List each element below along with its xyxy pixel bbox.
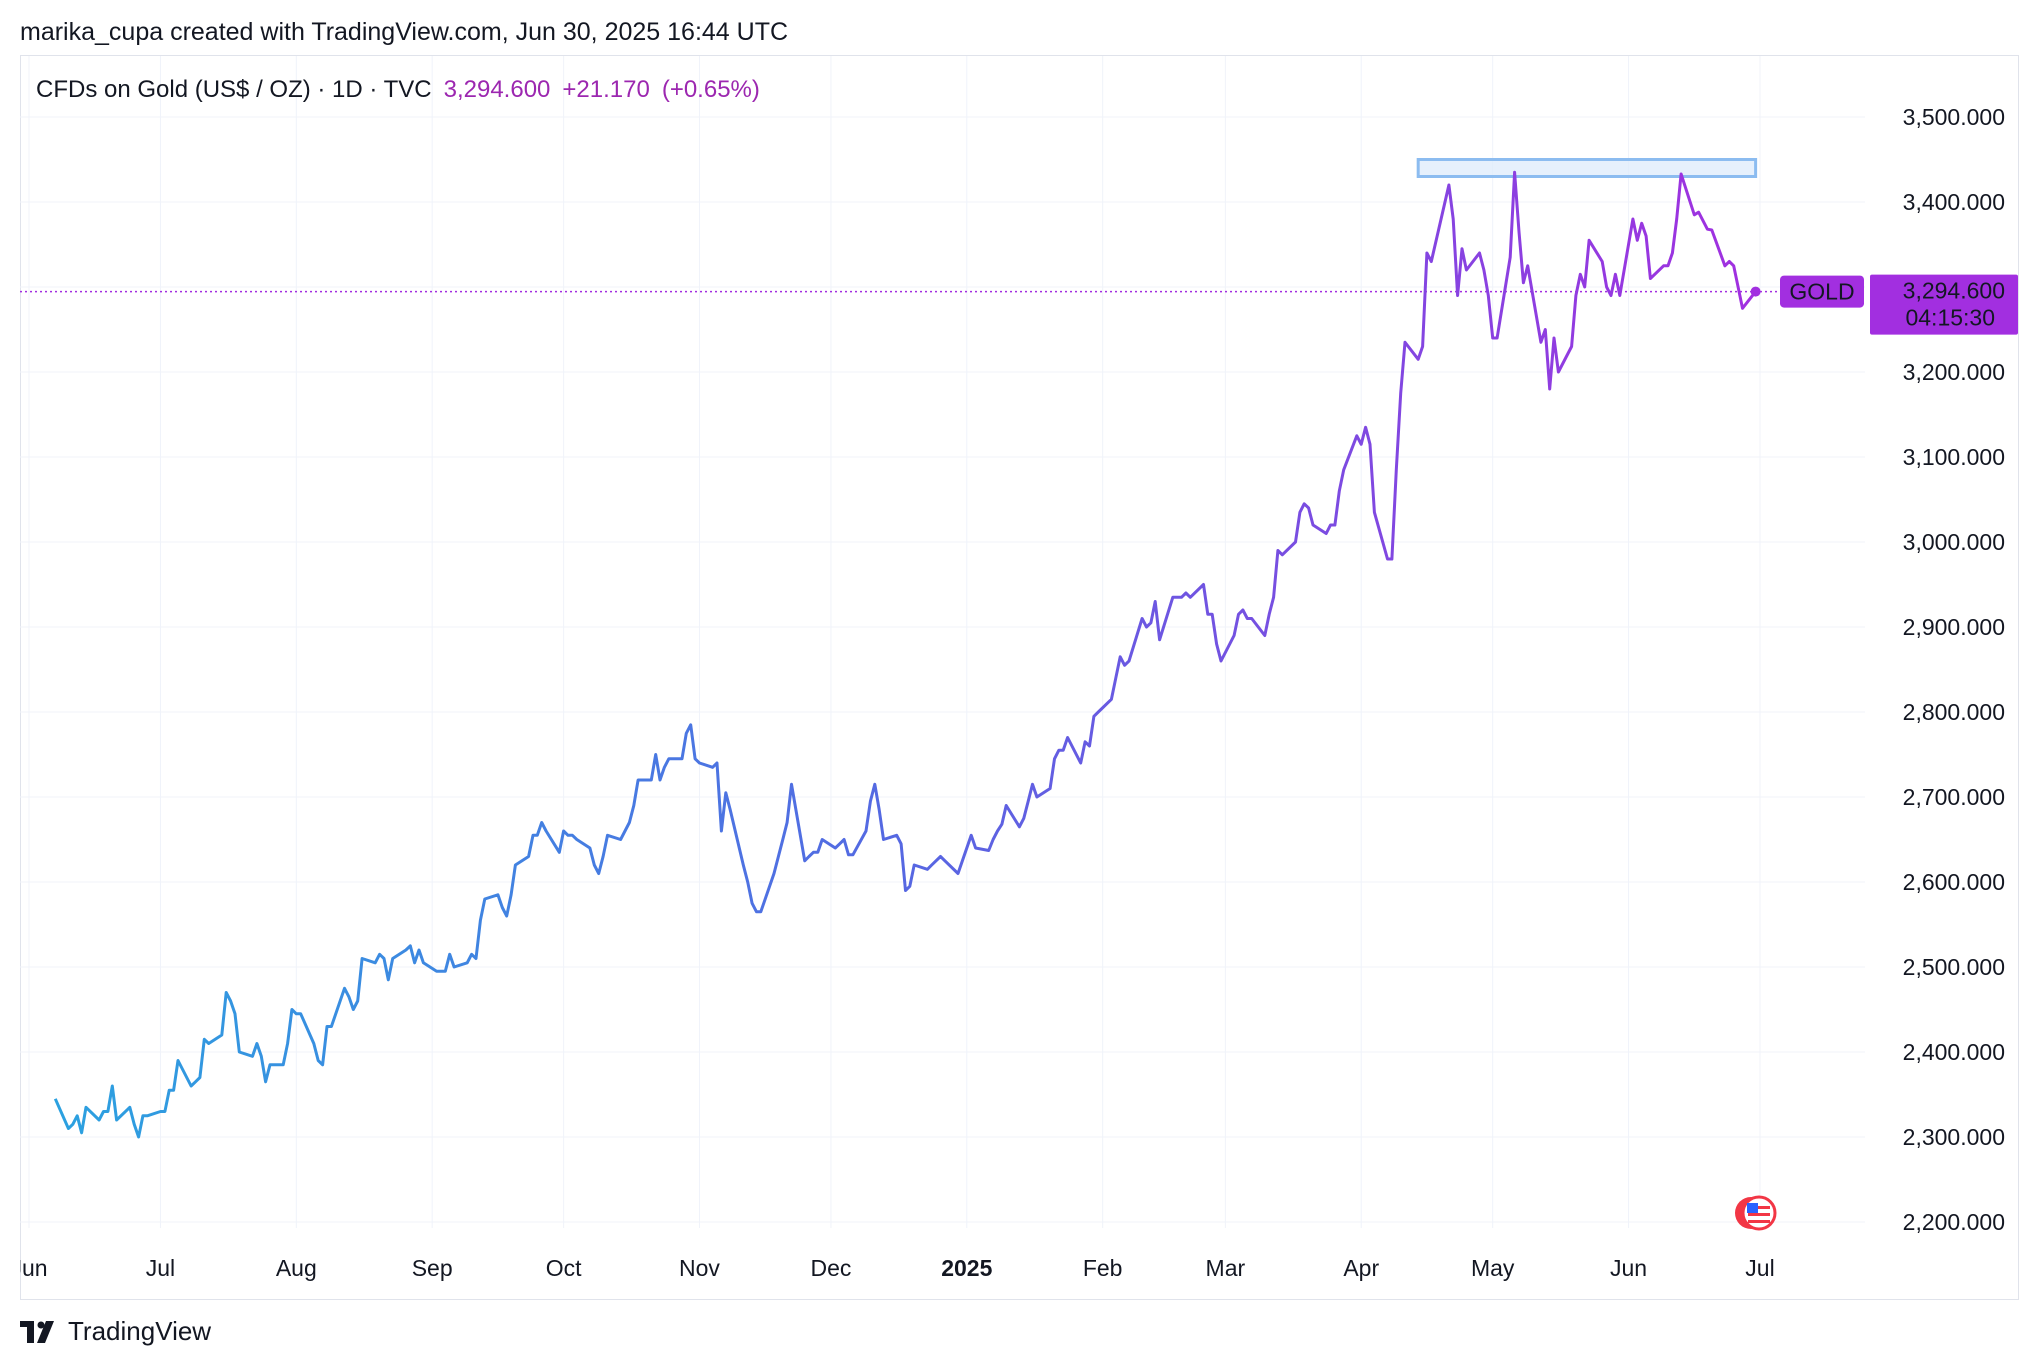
legend-change-pct: (+0.65%) [661, 76, 760, 103]
y-tick-label: 2,900.000 [1903, 614, 2005, 640]
ticker-label: GOLD [1789, 279, 1854, 305]
chart-credit: marika_cupa created with TradingView.com… [20, 18, 789, 46]
x-tick-label: Jul [1745, 1255, 1774, 1281]
y-tick-label: 2,300.000 [1903, 1124, 2005, 1150]
y-tick-label: 3,100.000 [1903, 444, 2005, 470]
us-flag-icon[interactable] [1735, 1195, 1777, 1231]
tradingview-brand[interactable]: TradingView [20, 1316, 211, 1347]
y-tick-label: 3,400.000 [1903, 189, 2005, 215]
x-tick-label: 2025 [941, 1255, 992, 1281]
price-badge [1870, 274, 2018, 335]
x-tick-label: Feb [1083, 1255, 1123, 1281]
chart-frame [20, 55, 2019, 1300]
y-tick-label: 3,500.000 [1903, 104, 2005, 130]
symbol-legend: CFDs on Gold (US$ / OZ) · 1D · TVC 3,294… [36, 76, 760, 104]
x-tick-label: Oct [546, 1255, 582, 1281]
time-axis[interactable]: Jun Jul Aug Sep Oct Nov Dec 2025 Feb Mar Apr May Jun… [10, 1255, 1775, 1281]
y-tick-label: 2,700.000 [1903, 784, 2005, 810]
y-tick-label: 3,200.000 [1903, 359, 2005, 385]
x-tick-label: Jul [146, 1255, 175, 1281]
y-tick-label: 2,800.000 [1903, 699, 2005, 725]
price-axis[interactable]: 3,500.0003,400.0003,300.0003,200.0003,10… [1903, 104, 2005, 1235]
y-tick-label: 2,600.000 [1903, 869, 2005, 895]
y-tick-label: 2,200.000 [1903, 1209, 2005, 1235]
tradingview-logo-icon [20, 1320, 54, 1343]
last-price-tag: GOLD 3,294.600 04:15:30 [1780, 274, 2018, 335]
x-tick-label: Nov [679, 1255, 720, 1281]
legend-price: 3,294.600 [443, 76, 551, 103]
last-price-label: 3,294.600 [1903, 278, 2005, 304]
y-tick-label: 2,500.000 [1903, 954, 2005, 980]
x-tick-label: Jun [10, 1255, 47, 1281]
price-series-line [53, 170, 1757, 1139]
x-tick-label: Apr [1343, 1255, 1379, 1281]
last-price-dot [1750, 286, 1761, 297]
x-tick-label: Mar [1206, 1255, 1246, 1281]
resistance-zone [1416, 158, 1758, 178]
y-tick-label: 2,400.000 [1903, 1039, 2005, 1065]
brand-name: TradingView [68, 1316, 212, 1346]
x-tick-label: Jun [1610, 1255, 1647, 1281]
symbol-title: CFDs on Gold (US$ / OZ) · 1D · TVC [36, 76, 432, 103]
x-tick-label: Dec [811, 1255, 852, 1281]
resistance-zone-layer [20, 158, 1865, 293]
x-tick-label: Sep [412, 1255, 453, 1281]
ticker-badge [1780, 275, 1864, 308]
legend-change: +21.170 [562, 76, 650, 103]
price-line-layer [53, 170, 1761, 1139]
grid [20, 56, 1865, 1228]
countdown-label: 04:15:30 [1905, 305, 1995, 331]
x-tick-label: May [1471, 1255, 1515, 1281]
y-tick-label: 3,000.000 [1903, 529, 2005, 555]
x-tick-label: Aug [276, 1255, 317, 1281]
